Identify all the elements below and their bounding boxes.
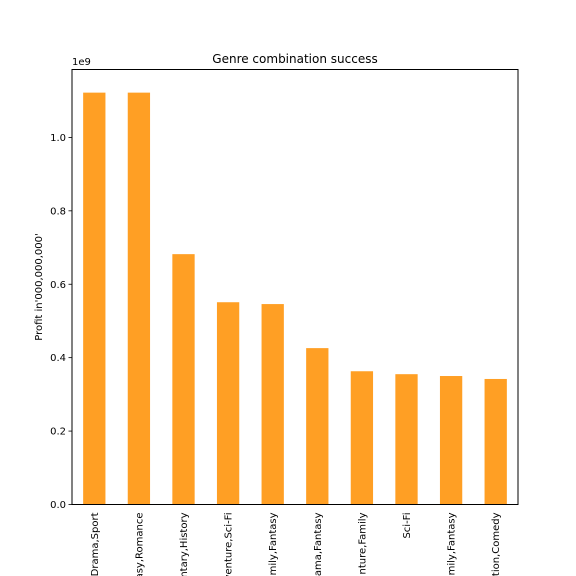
bar-5	[262, 304, 284, 504]
x-tick-label: tion,Comedy	[491, 512, 502, 576]
x-tick-label: venture,Sci-Fi	[224, 513, 235, 576]
bar-10	[485, 379, 507, 505]
bar-8	[395, 374, 417, 504]
y-tick-label: 0.8	[50, 206, 66, 217]
bar-7	[351, 371, 373, 504]
y-axis-label: Profit in'000,000,000'	[34, 233, 45, 341]
chart-title: Genre combination success	[212, 52, 377, 66]
bar-1	[83, 93, 105, 505]
bar-6	[306, 348, 328, 504]
bar-3	[172, 254, 194, 504]
x-tick-label: nture,Family	[357, 512, 368, 574]
y-tick-label: 0.4	[50, 353, 66, 364]
y-tick-label: 1.0	[50, 133, 66, 144]
y-tick-label: 0.0	[50, 500, 66, 511]
x-tick-label: asy,Romance	[134, 513, 145, 576]
x-tick-label: ntary,History	[179, 512, 190, 576]
x-tick-label: Sci-Fi	[402, 513, 413, 539]
bar-2	[128, 93, 150, 505]
bar-9	[440, 376, 462, 504]
x-tick-label: mily,Fantasy	[268, 512, 279, 575]
x-tick-label: ama,Fantasy	[313, 512, 324, 576]
x-tick-label: Drama,Sport	[90, 512, 101, 576]
y-offset-label: 1e9	[72, 57, 91, 68]
x-tick-label: mily,Fantasy	[447, 512, 458, 575]
bar-4	[217, 302, 239, 504]
y-tick-label: 0.6	[50, 280, 66, 291]
y-tick-label: 0.2	[50, 427, 66, 438]
